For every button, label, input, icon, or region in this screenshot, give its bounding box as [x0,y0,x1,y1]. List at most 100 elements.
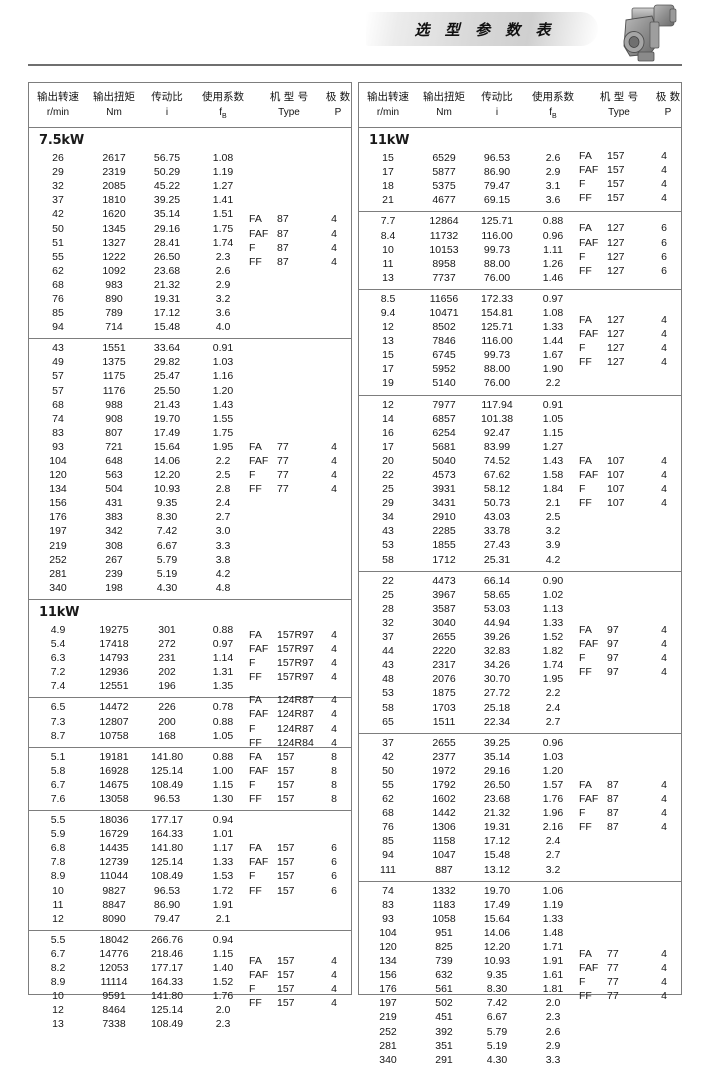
cell-service-factor: 1.90 [542,363,564,376]
cell-rpm: 29 [382,497,394,510]
cell-torque: 10153 [429,243,459,256]
cell-type: FF 157 [579,192,625,205]
cell-torque: 1602 [432,793,456,806]
cell-type: F 157 [249,778,295,791]
type-row: FAF 127 6 [579,236,679,250]
cell-torque: 5952 [432,363,456,376]
cell-rpm: 134 [49,483,67,496]
cell-type: F 127 [579,250,625,263]
cell-ratio: 35.14 [153,208,181,221]
table-row: 7.6 13058 96.53 1.30 [29,792,351,806]
cell-rpm: 5.5 [50,814,66,827]
table-row: 51 1327 28.41 1.74 [29,236,351,250]
cell-rpm: 51 [52,236,64,249]
table-row: 14 6857 101.38 1.05 [359,412,681,426]
cell-rpm: 43 [382,525,394,538]
table-header: 输出转速 输出扭矩 传动比 使用系数 机 型 号 极 数 r/min Nm i fB Type P [359,83,681,128]
cell-poles: 4 [331,983,337,996]
cell-service-factor: 1.76 [542,793,564,806]
cell-service-factor: 1.43 [212,398,234,411]
table-row: 62 1602 23.68 1.76 [359,792,681,806]
cell-poles: 8 [331,750,337,763]
cell-type: F 127 [579,342,625,355]
cell-service-factor: 2.7 [545,715,561,728]
cell-rpm: 8.7 [50,729,66,742]
table-row: 176 561 8.30 1.81 [359,982,681,996]
cell-type: F 157 [249,983,295,996]
cell-poles: 4 [661,666,667,679]
cell-torque: 890 [105,292,123,305]
cell-ratio: 25.31 [483,553,511,566]
cell-rpm: 111 [380,863,396,876]
gearbox-icon [606,2,678,64]
table-row: 48 2076 30.70 1.95 [359,672,681,686]
cell-torque: 1047 [432,849,456,862]
cell-rpm: 6.7 [50,947,66,960]
spec-group: 5.1 19181 141.80 0.88 5.8 16928 125.14 1.00 6.7 1… [29,748,351,812]
cell-service-factor: 1.74 [542,659,564,672]
table-row: 156 431 9.35 2.4 [29,496,351,510]
cell-type: F 87 [579,807,619,820]
table-row: 13 7846 116.00 1.44 [359,334,681,348]
cell-rpm: 104 [379,926,397,939]
cell-ratio: 218.46 [150,947,184,960]
cell-ratio: 29.16 [483,764,511,777]
cell-torque: 4677 [432,194,456,207]
cell-rpm: 32 [52,180,64,193]
cell-type: FAF 157 [249,764,295,777]
cell-ratio: 26.50 [483,778,511,791]
cell-service-factor: 2.0 [545,997,561,1010]
table-row: 8.4 11732 116.00 0.96 [359,228,681,242]
cell-rpm: 26 [52,152,64,165]
cell-poles: 4 [331,629,337,641]
table-row: 22 4473 66.14 0.90 [359,574,681,588]
spec-group: 37 2655 39.25 0.96 42 2377 35.14 1.03 50 1972 29.1… [359,734,681,882]
cell-torque: 10471 [429,306,459,319]
type-row: FAF 87 4 [579,792,679,806]
cell-ratio: 8.30 [486,983,508,996]
cell-torque: 2655 [432,736,456,749]
cell-rpm: 10 [52,884,64,897]
cell-service-factor: 1.08 [542,306,564,319]
cell-ratio: 74.52 [483,454,511,467]
power-rating-label: 11kW [369,133,410,148]
cell-torque: 10758 [99,729,129,742]
cell-poles: 6 [661,236,667,249]
cell-rpm: 219 [49,539,67,552]
type-designation-block: FA 77 4 FAF 77 4 F 77 4 FF 77 4 [249,440,349,496]
cell-rpm: 17 [382,166,394,179]
cell-type: FF 77 [579,990,619,1003]
cell-rpm: 21 [382,194,394,207]
cell-ratio: 58.12 [483,483,511,496]
header-poles-unit: P [334,107,342,118]
cell-ratio: 34.26 [483,659,511,672]
cell-rpm: 57 [52,384,64,397]
spec-rows: 15 6529 96.53 2.6 17 5877 86.90 2.9 18 5375 79.47 3… [359,149,681,211]
cell-type: FA 157 [579,150,625,163]
cell-service-factor: 2.3 [545,1011,561,1024]
cell-torque: 561 [435,983,453,996]
cell-poles: 4 [661,497,667,510]
cell-service-factor: 0.97 [212,638,234,651]
cell-type: FF 157 [249,884,295,897]
cell-service-factor: 1.31 [212,666,234,679]
cell-ratio: 50.73 [483,497,511,510]
cell-rpm: 18 [382,180,394,193]
cell-type: FAF 127 [579,328,625,341]
cell-ratio: 164.33 [150,828,184,841]
cell-ratio: 6.67 [486,1011,508,1024]
cell-service-factor: 4.2 [215,567,231,580]
cell-rpm: 6.7 [50,778,66,791]
cell-service-factor: 1.15 [542,426,564,439]
table-row: 94 714 15.48 4.0 [29,320,351,334]
table-row: 37 2655 39.25 0.96 [359,736,681,750]
cell-type: FA 157 [249,842,295,855]
cell-ratio: 27.43 [483,539,511,552]
cell-torque: 648 [105,455,123,468]
cell-service-factor: 1.41 [212,194,234,207]
cell-service-factor: 3.3 [215,539,231,552]
cell-rpm: 85 [382,835,394,848]
table-row: 68 983 21.32 2.9 [29,278,351,292]
table-row: 37 1810 39.25 1.41 [29,193,351,207]
cell-ratio: 116.00 [481,335,513,348]
